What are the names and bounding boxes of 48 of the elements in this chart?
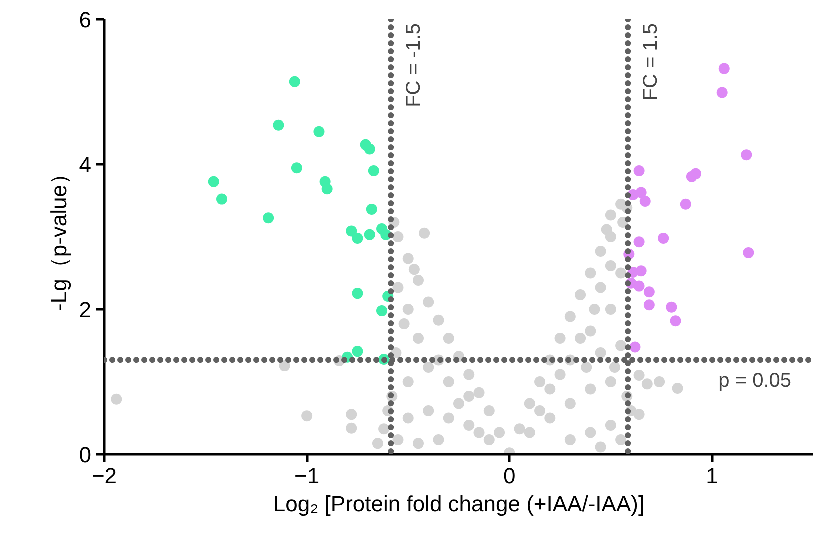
point bbox=[366, 204, 378, 215]
point bbox=[263, 212, 274, 224]
point bbox=[352, 346, 364, 358]
point bbox=[644, 300, 655, 311]
point bbox=[368, 166, 380, 177]
point bbox=[364, 144, 376, 155]
x-tick-label: −2 bbox=[92, 464, 118, 488]
point bbox=[289, 76, 300, 88]
point bbox=[666, 302, 678, 313]
point bbox=[352, 288, 364, 300]
y-tick-label: 0 bbox=[79, 442, 92, 468]
x-tick-label: 1 bbox=[706, 464, 718, 488]
point bbox=[718, 63, 730, 74]
y-tick-label: 6 bbox=[79, 8, 92, 32]
point bbox=[743, 247, 754, 258]
x-tick-label: −1 bbox=[294, 464, 320, 488]
x-tick-label: 0 bbox=[504, 464, 516, 488]
x-axis-title: Log₂ [Protein fold change (+IAA/-IAA)] bbox=[273, 492, 645, 516]
point bbox=[716, 87, 728, 98]
point bbox=[634, 280, 645, 292]
point bbox=[314, 126, 325, 138]
annotation: FC = 1.5 bbox=[640, 23, 662, 101]
point bbox=[291, 162, 302, 174]
point bbox=[346, 226, 358, 237]
annotation: p = 0.05 bbox=[718, 370, 792, 392]
point bbox=[640, 196, 651, 207]
point bbox=[634, 166, 645, 177]
point bbox=[680, 198, 692, 210]
point bbox=[364, 229, 376, 240]
point bbox=[636, 187, 647, 198]
y-tick-label: 2 bbox=[79, 298, 92, 322]
point bbox=[216, 194, 228, 205]
point bbox=[630, 342, 641, 353]
point bbox=[322, 184, 333, 195]
point bbox=[658, 232, 670, 244]
point bbox=[634, 236, 645, 248]
y-axis-title: -Lg（p-value） bbox=[46, 163, 72, 311]
point bbox=[644, 286, 655, 298]
point bbox=[670, 316, 682, 327]
point bbox=[686, 171, 698, 182]
point bbox=[352, 232, 364, 244]
point bbox=[636, 266, 647, 277]
annotation: FC = -1.5 bbox=[403, 23, 426, 108]
point bbox=[376, 305, 388, 316]
point bbox=[208, 176, 220, 188]
point bbox=[741, 150, 752, 161]
y-tick-label: 4 bbox=[79, 152, 92, 178]
point bbox=[273, 120, 284, 131]
